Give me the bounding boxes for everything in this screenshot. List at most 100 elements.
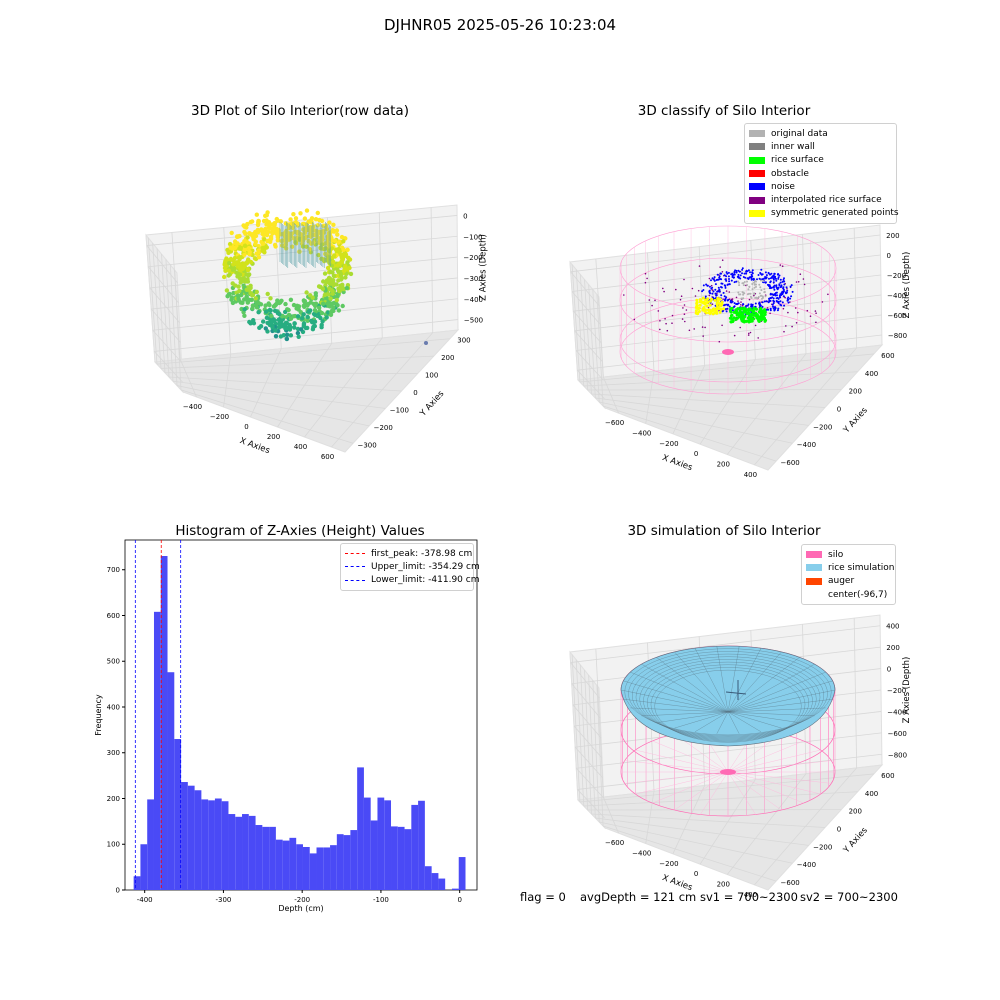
wireframe-line <box>727 771 756 815</box>
grid-line <box>150 308 181 343</box>
noise-point <box>750 278 753 281</box>
surface-mesh <box>632 653 824 737</box>
noise-point <box>713 279 716 282</box>
data-point <box>250 293 255 298</box>
y-tick-label: 600 <box>881 772 894 780</box>
rice-surface-point <box>757 310 761 314</box>
z-tick-label: −400 <box>887 708 906 716</box>
original-point <box>741 282 744 285</box>
rice-surface-point <box>750 313 754 317</box>
interpolated-point <box>815 321 817 324</box>
grid-line <box>156 248 166 373</box>
original-point <box>746 293 749 296</box>
interpolated-point <box>782 307 785 310</box>
z-axis-label: Z Axies (Depth) <box>902 657 912 724</box>
symmetric-point <box>704 298 708 302</box>
data-point <box>291 212 296 217</box>
data-point <box>283 309 288 315</box>
x-tick-label: −400 <box>183 403 202 411</box>
rice-surface-point <box>761 310 764 314</box>
data-point <box>244 294 249 299</box>
original-point <box>743 292 746 295</box>
interpolated-point <box>814 310 817 312</box>
histogram-bar <box>391 826 398 890</box>
symmetric-point <box>694 311 698 315</box>
y-axis-label: Y Axies <box>841 405 870 436</box>
interpolated-point <box>753 294 755 297</box>
interpolated-point <box>701 326 704 328</box>
original-point <box>746 280 748 283</box>
z-tick-label: −800 <box>888 332 907 340</box>
y-tick-label: −600 <box>781 459 800 467</box>
rice-surface-point <box>734 311 738 315</box>
data-point <box>245 221 250 227</box>
interpolated-point <box>623 294 625 296</box>
noise-point <box>768 287 771 290</box>
interpolated-point <box>704 326 706 329</box>
noise-point <box>756 278 758 281</box>
interpolated-point <box>718 340 721 343</box>
data-point <box>236 234 241 239</box>
noise-point <box>776 309 779 312</box>
grid-line <box>588 284 596 399</box>
noise-point <box>767 272 770 275</box>
data-point <box>273 334 279 339</box>
noise-point <box>710 279 712 282</box>
data-point <box>300 236 306 242</box>
noise-point <box>767 308 770 311</box>
raw-data-points <box>222 208 428 345</box>
x-tick-label: 400 <box>744 891 757 899</box>
surface-mesh <box>624 648 832 736</box>
floor-pane <box>576 764 884 891</box>
interpolated-point <box>683 313 686 316</box>
histogram-bar <box>140 844 148 890</box>
data-point <box>320 242 325 247</box>
data-point <box>327 220 332 225</box>
noise-point <box>760 273 763 276</box>
surface-mesh <box>643 661 813 740</box>
surface-mesh <box>727 664 815 713</box>
grid-line <box>152 329 182 363</box>
noise-point <box>764 271 767 274</box>
data-point <box>265 210 270 215</box>
interpolated-point <box>702 335 704 337</box>
interpolated-point <box>711 303 714 306</box>
interpolated-point <box>791 325 793 328</box>
interpolated-point <box>725 290 728 292</box>
noise-point <box>725 279 728 282</box>
interpolated-point <box>719 266 721 268</box>
noise-point <box>746 304 749 307</box>
histogram-bar <box>323 847 331 890</box>
noise-point <box>746 270 749 273</box>
noise-point <box>751 272 754 275</box>
noise-point <box>722 291 725 294</box>
data-point <box>281 333 286 338</box>
legend-label: rice surface <box>771 155 824 166</box>
interpolated-point <box>806 309 809 312</box>
noise-point <box>777 286 780 289</box>
z-tick-label: −400 <box>887 292 906 300</box>
grid-line <box>853 228 858 348</box>
noise-point <box>718 290 721 293</box>
grid-line <box>591 813 826 828</box>
original-point <box>764 295 767 298</box>
data-point <box>306 301 311 307</box>
legend-entry: symmetric generated points <box>749 207 899 220</box>
data-point <box>328 312 334 317</box>
noise-point <box>724 298 727 301</box>
symmetric-point <box>715 303 719 307</box>
noise-point <box>751 303 754 306</box>
histogram-bar <box>248 815 256 890</box>
interpolated-point <box>789 301 791 303</box>
interpolated-point <box>646 277 648 280</box>
classify-legend: original data inner wall rice surface obsta… <box>744 123 899 225</box>
data-point <box>276 231 281 236</box>
x-tick-label: 0 <box>694 450 698 458</box>
noise-point <box>728 283 731 286</box>
noise-point <box>724 285 727 287</box>
data-point <box>322 271 328 276</box>
data-point <box>326 275 332 281</box>
interpolated-point <box>741 304 744 307</box>
panel1-axes: −400 −200 0 200 400 600 300 200 100 0 −100 −200 −300… <box>145 204 489 461</box>
data-point <box>330 255 335 260</box>
